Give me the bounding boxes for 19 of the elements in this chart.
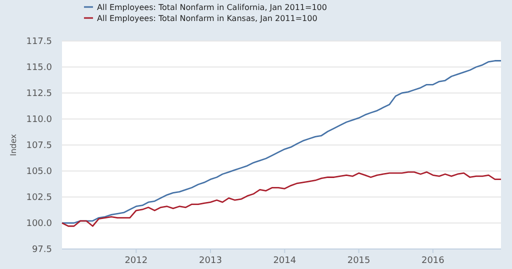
y-tick-label: 100.0 bbox=[26, 219, 52, 229]
line-series bbox=[61, 60, 502, 224]
y-tick-label: 117.5 bbox=[26, 37, 52, 47]
y-tick-label: 102.5 bbox=[26, 193, 52, 203]
y-tick-label: 105.0 bbox=[26, 167, 52, 177]
legend-label: All Employees: Total Nonfarm in Kansas, Jan 2011=100 bbox=[97, 14, 318, 23]
x-tick-label: 2016 bbox=[421, 256, 445, 266]
y-tick-label: 112.5 bbox=[26, 89, 52, 99]
y-axis-title: Index bbox=[9, 134, 18, 156]
legend-label: All Employees: Total Nonfarm in California, Jan 2011=100 bbox=[97, 3, 327, 12]
x-tick-label: 2015 bbox=[347, 256, 370, 266]
y-tick-label: 115.0 bbox=[26, 63, 52, 73]
y-tick-label: 107.5 bbox=[26, 141, 52, 151]
x-tick-label: 2012 bbox=[124, 256, 148, 266]
y-tick-label: 97.5 bbox=[32, 245, 52, 255]
x-tick-label: 2013 bbox=[199, 256, 222, 266]
line-series bbox=[61, 171, 502, 227]
x-tick-label: 2014 bbox=[273, 256, 296, 266]
y-tick-label: 110.0 bbox=[26, 115, 52, 125]
